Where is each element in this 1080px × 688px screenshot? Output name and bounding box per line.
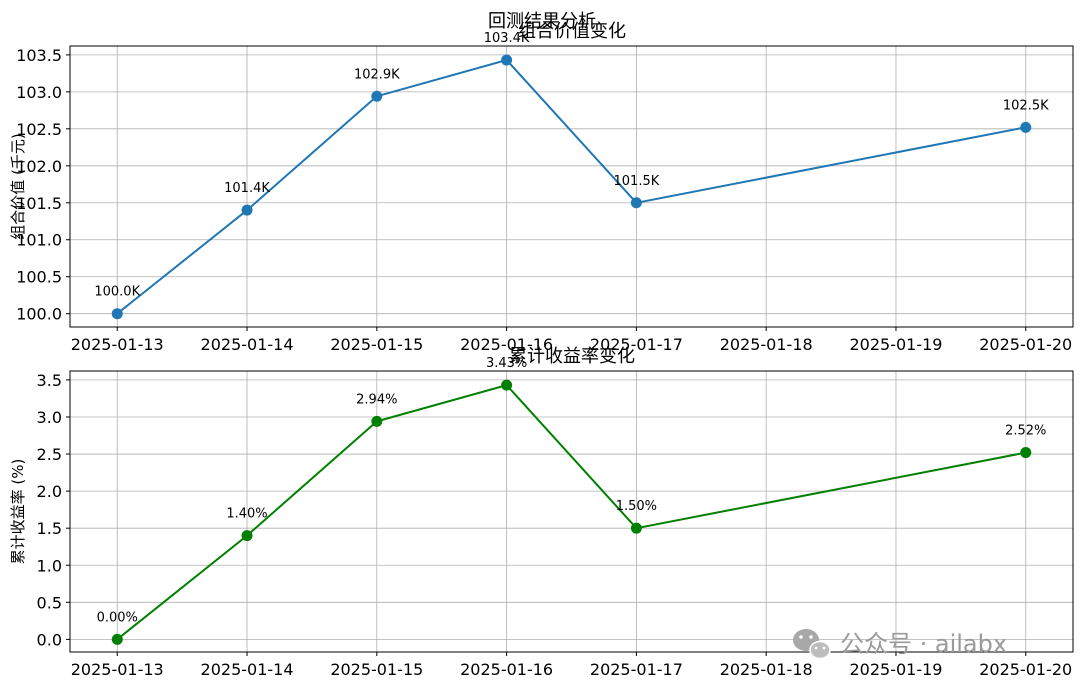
data-label: 100.0K <box>94 285 140 300</box>
chart-title: 累计收益率变化 <box>509 346 635 367</box>
y-axis-label: 累计收益率 (%) <box>9 459 27 565</box>
plot-frame <box>69 370 1074 653</box>
x-tick-label: 2025-01-14 <box>201 660 294 679</box>
x-tick-label: 2025-01-13 <box>71 335 164 354</box>
data-point <box>241 530 253 542</box>
y-tick-label: 103.5 <box>16 46 62 65</box>
data-point <box>630 197 642 209</box>
data-label: 0.00% <box>97 610 138 625</box>
y-axis-label: 组合价值 (千元) <box>9 133 27 239</box>
data-label: 1.40% <box>226 507 267 522</box>
data-point <box>1020 447 1032 459</box>
data-point <box>111 633 123 645</box>
data-label: 2.94% <box>356 392 397 407</box>
figure-title: 回测结果分析 <box>488 11 596 32</box>
y-tick-label: 101.0 <box>16 231 62 250</box>
data-point <box>501 379 513 391</box>
y-tick-label: 103.0 <box>16 83 62 102</box>
series-line <box>116 383 1026 641</box>
x-tick-label: 2025-01-20 <box>979 335 1072 354</box>
data-label: 3.43% <box>486 356 527 371</box>
data-label: 102.9K <box>354 67 400 82</box>
x-tick-label: 2025-01-17 <box>590 660 683 679</box>
data-point <box>1020 121 1032 133</box>
y-tick-label: 2.0 <box>37 482 62 501</box>
x-tick-label: 2025-01-15 <box>330 335 423 354</box>
plot-frame <box>69 45 1074 328</box>
data-point <box>371 415 383 427</box>
y-tick-label: 1.0 <box>37 556 62 575</box>
y-tick-label: 102.5 <box>16 120 62 139</box>
x-tick-label: 2025-01-20 <box>979 660 1072 679</box>
data-label: 2.52% <box>1005 424 1046 439</box>
y-tick-label: 1.5 <box>37 519 62 538</box>
data-label: 1.50% <box>616 499 657 514</box>
y-tick-label: 100.5 <box>16 268 62 287</box>
y-tick-label: 0.0 <box>37 630 62 649</box>
data-label: 103.4K <box>484 31 530 46</box>
data-point <box>501 54 513 66</box>
wechat-icon <box>793 629 831 660</box>
data-point <box>111 308 123 320</box>
x-tick-label: 2025-01-19 <box>849 335 942 354</box>
data-label: 102.5K <box>1003 98 1049 113</box>
chart-title: 组合价值变化 <box>518 21 626 42</box>
y-tick-label: 100.0 <box>16 305 62 324</box>
series-line <box>116 58 1026 315</box>
y-tick-label: 0.5 <box>37 593 62 612</box>
portfolio-value-chart: 2025-01-13 2025-01-14 2025-01-15 2025-01-16… <box>9 21 1074 354</box>
data-point <box>241 204 253 216</box>
x-tick-label: 2025-01-17 <box>590 335 683 354</box>
y-tick-label: 101.5 <box>16 194 62 213</box>
x-tick-label: 2025-01-18 <box>720 335 813 354</box>
data-label: 101.5K <box>614 174 660 189</box>
x-tick-label: 2025-01-16 <box>460 335 553 354</box>
x-tick-label: 2025-01-13 <box>71 660 164 679</box>
y-tick-label: 2.5 <box>37 445 62 464</box>
data-point <box>630 522 642 534</box>
data-point <box>371 90 383 102</box>
cumulative-return-chart: 2025-01-13 2025-01-14 2025-01-15 2025-01-16… <box>9 346 1074 679</box>
x-tick-label: 2025-01-16 <box>460 660 553 679</box>
x-tick-label: 2025-01-14 <box>201 335 294 354</box>
y-tick-label: 3.0 <box>37 408 62 427</box>
watermark: 公众号 · ailabx <box>793 629 1007 660</box>
x-tick-label: 2025-01-15 <box>330 660 423 679</box>
y-tick-label: 3.5 <box>37 371 62 390</box>
watermark-text: 公众号 · ailabx <box>840 630 1007 658</box>
x-tick-label: 2025-01-19 <box>849 660 942 679</box>
x-tick-label: 2025-01-18 <box>720 660 813 679</box>
data-label: 101.4K <box>224 181 270 196</box>
y-tick-label: 102.0 <box>16 157 62 176</box>
